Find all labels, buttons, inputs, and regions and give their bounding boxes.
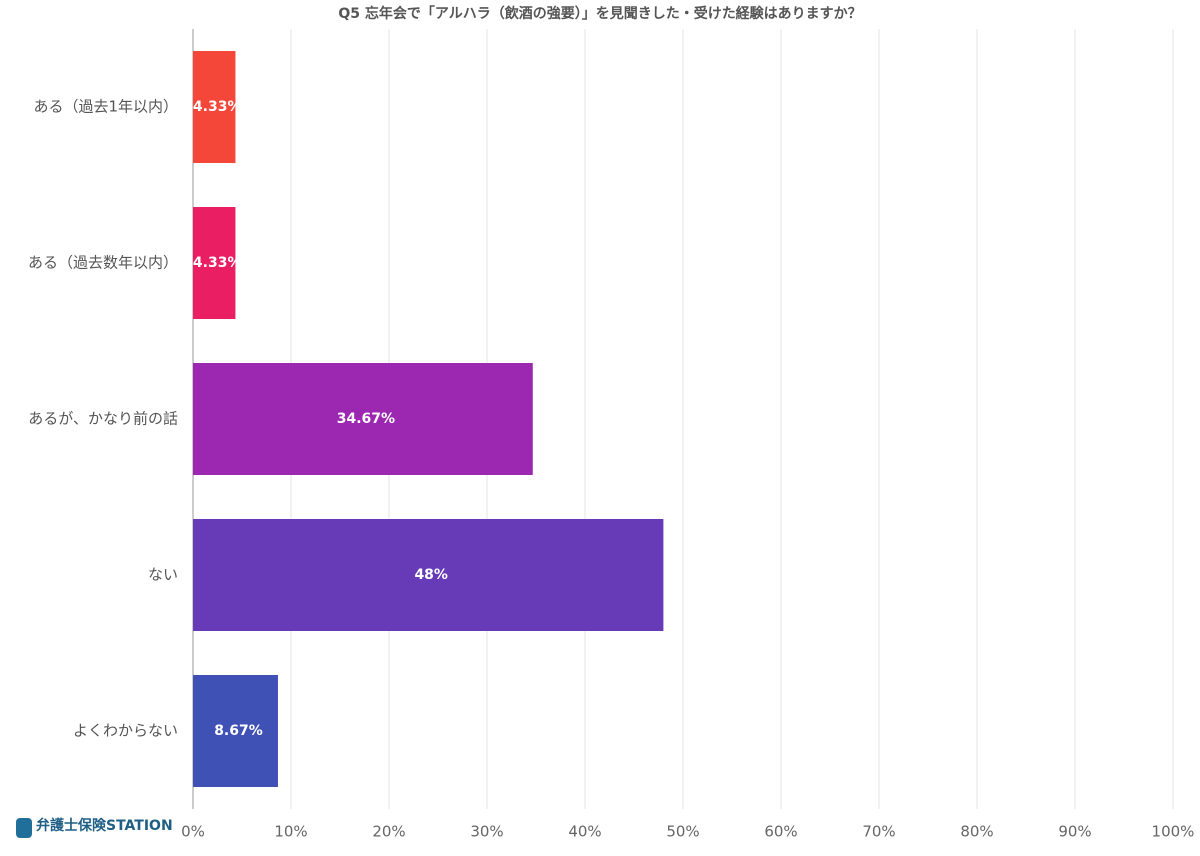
bar xyxy=(193,51,236,163)
bar xyxy=(193,675,278,787)
x-tick-label: 100% xyxy=(1152,823,1195,841)
x-tick-label: 60% xyxy=(764,823,797,841)
bar xyxy=(193,207,236,319)
x-tick-label: 40% xyxy=(568,823,601,841)
data-label: 4.33% xyxy=(193,99,242,115)
data-label: 4.33% xyxy=(193,255,242,271)
data-label: 34.67% xyxy=(337,411,395,427)
data-label: 48% xyxy=(414,567,448,583)
logo-text: 弁護士保険STATION xyxy=(36,817,173,834)
x-tick-label: 20% xyxy=(372,823,405,841)
logo: 弁護士保険STATION xyxy=(16,817,173,838)
x-tick-label: 30% xyxy=(470,823,503,841)
x-tick-label: 90% xyxy=(1058,823,1091,841)
x-tick-label: 70% xyxy=(862,823,895,841)
x-tick-label: 0% xyxy=(181,823,205,841)
y-tick-label: ある（過去数年以内） xyxy=(28,254,178,272)
y-tick-label: ある（過去1年以内） xyxy=(33,98,178,116)
x-tick-label: 10% xyxy=(274,823,307,841)
bar xyxy=(193,519,664,631)
y-tick-label: よくわからない xyxy=(73,722,178,740)
bar xyxy=(193,363,533,475)
logo-icon xyxy=(16,818,32,838)
y-tick-label: ない xyxy=(148,566,178,584)
data-label: 8.67% xyxy=(214,723,263,739)
x-tick-label: 80% xyxy=(960,823,993,841)
y-tick-label: あるが、かなり前の話 xyxy=(28,410,178,428)
x-tick-label: 50% xyxy=(666,823,699,841)
chart-title: Q5 忘年会で「アルハラ（飲酒の強要）」を見聞きした・受けた経験はありますか？ xyxy=(338,5,861,22)
